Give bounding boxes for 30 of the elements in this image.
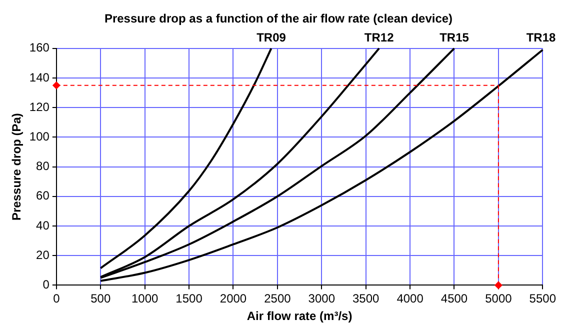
x-axis-title: Air flow rate (m³/s) bbox=[246, 309, 352, 324]
x-tick-label: 4500 bbox=[440, 292, 468, 306]
series-label: TR12 bbox=[364, 30, 394, 45]
series-label: TR09 bbox=[256, 30, 286, 45]
series-label: TR15 bbox=[440, 30, 470, 45]
x-tick-label: 5500 bbox=[529, 292, 556, 306]
line-series bbox=[100, 47, 272, 270]
series-label: TR18 bbox=[526, 30, 556, 45]
y-tick-label: 60 bbox=[36, 188, 50, 203]
y-tick-label: 40 bbox=[36, 218, 50, 232]
y-tick-label: 120 bbox=[29, 100, 50, 114]
y-tick-label: 0 bbox=[42, 278, 50, 292]
y-tick-label: 160 bbox=[29, 40, 50, 55]
y-tick-label: 80 bbox=[36, 159, 50, 174]
y-tick-label: 20 bbox=[36, 248, 50, 262]
x-tick-label: 1500 bbox=[176, 292, 203, 306]
x-tick-label: 2500 bbox=[264, 292, 292, 306]
y-tick-label: 100 bbox=[29, 130, 50, 144]
y-axis-title: Pressure drop (Pa) bbox=[10, 113, 24, 220]
chart-title: Pressure drop as a function of the air flow rate (clean device) bbox=[104, 12, 453, 26]
x-tick-label: 500 bbox=[90, 292, 111, 306]
x-tick-label: 1000 bbox=[131, 292, 158, 306]
y-tick-label: 140 bbox=[29, 70, 50, 84]
x-tick-label: 5000 bbox=[485, 292, 512, 306]
x-tick-label: 3500 bbox=[352, 292, 380, 306]
x-tick-label: 4000 bbox=[396, 292, 424, 306]
x-tick-label: 0 bbox=[53, 292, 60, 306]
x-tick-label: 2000 bbox=[220, 292, 247, 306]
x-tick-label: 3000 bbox=[308, 292, 336, 306]
line-series bbox=[100, 48, 544, 282]
